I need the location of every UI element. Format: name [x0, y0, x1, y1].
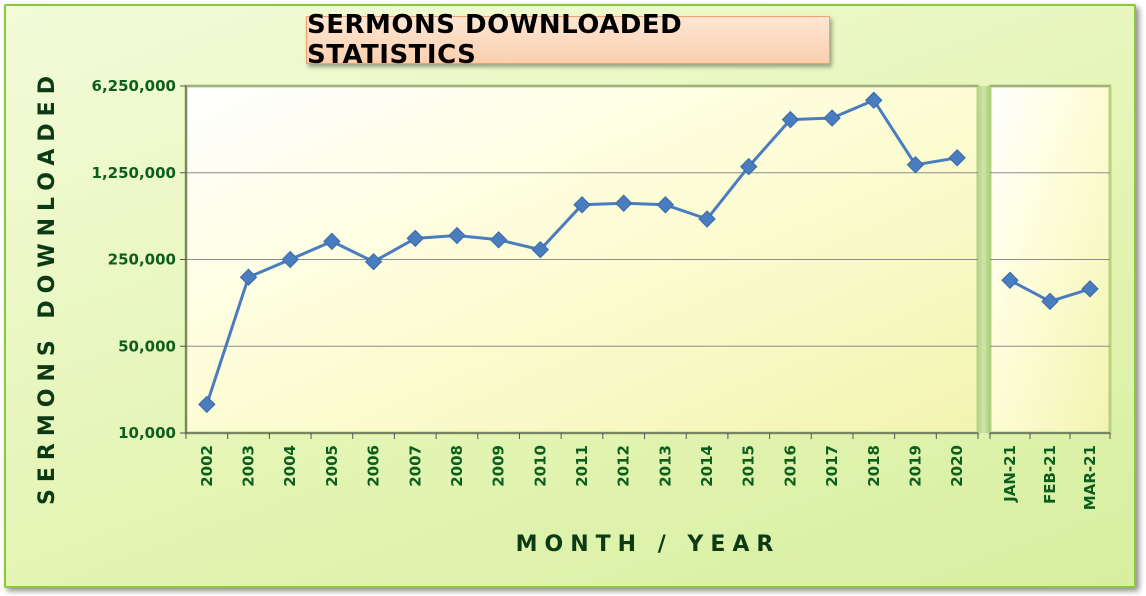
x-tick-label: 2007: [406, 445, 424, 487]
data-point-marker: [323, 232, 341, 251]
x-tick-label: 2003: [240, 445, 258, 487]
data-point-marker: [1041, 292, 1059, 311]
y-axis-title: SERMONS DOWNLOADED: [35, 69, 60, 505]
data-point-marker: [906, 156, 925, 174]
x-tick-label: 2019: [906, 445, 924, 487]
y-tick-label: 250,000: [108, 251, 176, 269]
x-tick-label: 2017: [823, 445, 841, 487]
y-tick-label: 1,250,000: [92, 164, 176, 182]
data-point-marker: [781, 110, 800, 129]
x-tick-label: JAN-21: [1001, 445, 1019, 503]
panel-separator: [978, 86, 990, 433]
data-point-marker: [489, 231, 508, 249]
x-tick-label: 2018: [865, 445, 883, 487]
data-point-marker: [1001, 271, 1019, 289]
x-tick-label: 2013: [656, 445, 674, 487]
x-tick-label: 2020: [948, 445, 966, 487]
chart-title: SERMONS DOWNLOADED STATISTICS: [307, 10, 683, 70]
data-point-marker: [1081, 280, 1099, 298]
y-tick-label: 6,250,000: [92, 77, 176, 95]
data-point-marker: [948, 149, 966, 167]
data-point-marker: [573, 196, 591, 214]
data-point-marker: [364, 252, 383, 271]
x-tick-label: 2014: [698, 445, 716, 487]
y-tick-label: 10,000: [118, 424, 176, 442]
data-point-marker: [656, 196, 675, 214]
x-axis-title: MONTH / YEAR: [516, 532, 781, 557]
data-point-marker: [281, 250, 299, 269]
x-tick-label: FEB-21: [1041, 445, 1059, 504]
data-point-marker: [698, 210, 716, 228]
data-point-marker: [865, 91, 883, 109]
data-point-marker: [198, 395, 216, 414]
y-tick-label: 50,000: [118, 337, 176, 355]
x-tick-label: 2004: [281, 445, 299, 487]
x-tick-label: 2010: [531, 445, 549, 487]
chart-title-box: SERMONS DOWNLOADED STATISTICS: [306, 10, 830, 70]
data-point-marker: [239, 268, 258, 286]
x-tick-label: 2006: [365, 445, 383, 487]
x-tick-label: 2012: [615, 445, 633, 487]
x-tick-label: 2008: [448, 445, 466, 487]
data-point-marker: [531, 240, 550, 259]
data-point-marker: [823, 109, 841, 127]
data-point-marker: [614, 194, 633, 212]
x-tick-label: 2009: [490, 445, 508, 487]
x-tick-label: 2015: [740, 445, 758, 487]
data-point-marker: [448, 226, 466, 245]
x-tick-label: 2016: [781, 445, 799, 487]
x-tick-label: 2002: [198, 445, 216, 487]
x-tick-label: MAR-21: [1081, 445, 1099, 510]
data-point-marker: [406, 229, 424, 248]
x-tick-label: 2011: [573, 445, 591, 487]
data-point-marker: [740, 157, 758, 176]
x-tick-label: 2005: [323, 445, 341, 487]
